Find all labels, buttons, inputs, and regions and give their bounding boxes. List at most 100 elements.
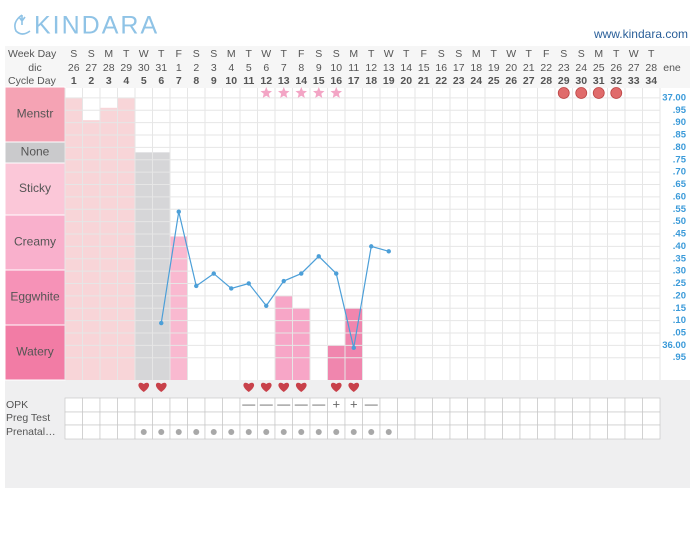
table-cell (222, 411, 241, 426)
row-label: Week Day (8, 48, 57, 60)
week-day: M (227, 48, 236, 60)
opk-result: + (332, 396, 340, 411)
prenatal-dot (280, 429, 287, 435)
star (278, 87, 290, 98)
table-cell (572, 411, 591, 426)
y-tick-label: .75 (673, 154, 687, 165)
table-cell (362, 411, 381, 426)
prenatal-dot (263, 429, 270, 435)
cycle-day: 30 (575, 75, 587, 87)
table-cell (134, 397, 153, 413)
week-day: T (648, 48, 655, 60)
date: 1 (176, 62, 182, 74)
y-tick-label: .70 (673, 167, 686, 178)
fluid-label: Eggwhite (10, 290, 60, 304)
temperature-point (334, 271, 339, 276)
table-cell (82, 424, 101, 440)
cycle-day: 15 (313, 75, 325, 87)
cycle-day: 13 (278, 75, 290, 87)
table-cell (82, 411, 101, 426)
y-tick-label: .10 (673, 315, 686, 326)
prenatal-dot (315, 429, 322, 435)
date: 18 (470, 62, 482, 74)
table-cell (624, 424, 643, 440)
table-cell (292, 411, 311, 426)
heart (155, 382, 167, 392)
date: 29 (120, 62, 132, 74)
heart (295, 382, 307, 392)
fluid-bar (292, 308, 310, 380)
table-cell (64, 424, 83, 440)
cycle-day: 3 (106, 75, 112, 87)
temperature-point (316, 254, 321, 259)
table-cell (379, 411, 398, 426)
table-cell (449, 424, 468, 440)
table-cell (344, 411, 363, 426)
date: 4 (228, 62, 234, 74)
week-day: S (193, 48, 200, 60)
temperature-point (386, 249, 391, 254)
heart (348, 382, 360, 392)
week-day: T (123, 48, 130, 60)
logo-icon (14, 14, 31, 35)
cycle-day: 26 (505, 75, 517, 87)
cycle-day: 1 (71, 75, 77, 87)
month-label: ene (663, 62, 681, 74)
heart (278, 382, 290, 392)
week-day: T (613, 48, 620, 60)
week-day: T (281, 48, 288, 60)
week-day: M (472, 48, 481, 60)
temperature-line (160, 211, 389, 348)
cycle-day: 10 (225, 75, 237, 87)
date: 24 (575, 62, 587, 74)
table-cell (187, 397, 206, 413)
table-cell (607, 424, 626, 440)
date: 27 (628, 62, 640, 74)
table-cell (397, 411, 416, 426)
fluid-band (4, 86, 66, 143)
table-cell (607, 397, 626, 413)
y-tick-label: .60 (673, 191, 686, 202)
date: 20 (505, 62, 517, 74)
date: 25 (593, 62, 605, 74)
cycle-day: 22 (435, 75, 447, 87)
url[interactable]: www.kindara.com (593, 27, 688, 41)
prenatal-dot (140, 429, 147, 435)
date: 12 (365, 62, 377, 74)
header-bg (5, 46, 690, 88)
opk-result: — (260, 396, 273, 411)
temperature-point (264, 303, 269, 308)
y-tick-label: 37.00 (662, 92, 686, 103)
prenatal-dot (210, 429, 217, 435)
row-label: Cycle Day (8, 75, 57, 87)
table-cell (99, 411, 118, 426)
table-cell (274, 411, 293, 426)
week-day: S (333, 48, 340, 60)
table-cell (449, 411, 468, 426)
date: 17 (453, 62, 465, 74)
opk-result: — (242, 396, 255, 411)
prenatal-dot (333, 429, 340, 435)
cycle-day: 14 (295, 75, 307, 87)
circle-marker (592, 87, 605, 99)
table-cell (589, 397, 608, 413)
prenatal-dot (175, 429, 182, 435)
table-cell (327, 411, 346, 426)
cycle-day: 20 (400, 75, 412, 87)
date: 23 (558, 62, 570, 74)
table-cell (239, 411, 258, 426)
date: 9 (316, 62, 322, 74)
y-tick-label: 36.00 (662, 340, 686, 351)
temperature-point (159, 320, 164, 326)
table-cell (117, 411, 136, 426)
date: 11 (348, 62, 359, 74)
table-cell (484, 424, 503, 440)
temperature-point (369, 244, 374, 249)
week-day: T (158, 48, 165, 60)
cycle-day: 34 (645, 75, 657, 87)
opk-result: — (312, 396, 325, 411)
prenatal-dot (193, 429, 200, 435)
date: 27 (85, 62, 97, 74)
